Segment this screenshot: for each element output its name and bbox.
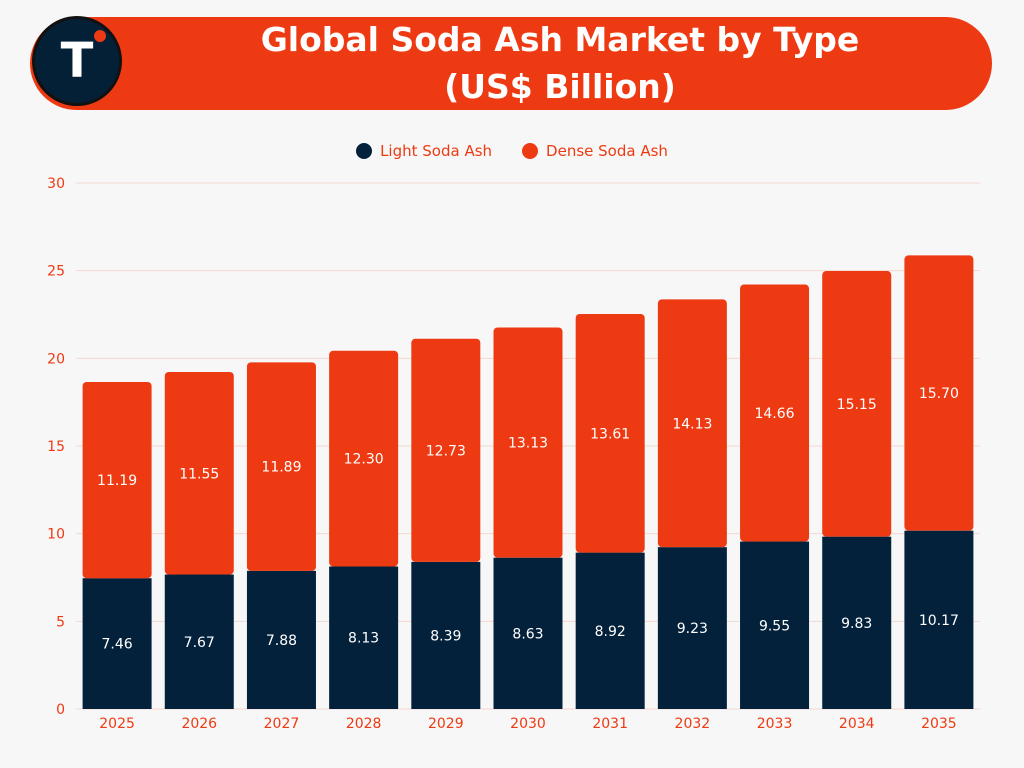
bar-segment-light <box>575 552 645 709</box>
x-tick-label: 2034 <box>839 716 875 732</box>
data-label: 15.70 <box>919 386 959 402</box>
y-tick-label: 30 <box>47 176 65 192</box>
x-tick-label: 2026 <box>181 716 217 732</box>
data-label: 10.17 <box>919 613 959 629</box>
bar-segment-light <box>740 541 810 709</box>
bar-segment-dense <box>740 284 810 542</box>
bar-segment-light <box>82 578 152 709</box>
data-label: 14.13 <box>672 416 712 432</box>
data-label: 14.66 <box>754 406 794 422</box>
bar-segment-light <box>493 557 563 709</box>
logo-letter: T <box>60 33 94 89</box>
data-label: 11.19 <box>97 473 137 489</box>
legend-swatch-dense <box>522 143 539 159</box>
bar-segment-dense <box>493 327 563 558</box>
data-label: 8.13 <box>348 631 379 647</box>
bar-segment-dense <box>82 382 152 579</box>
y-tick-label: 15 <box>47 439 65 455</box>
bar-segment-dense <box>575 313 645 553</box>
x-tick-label: 2025 <box>99 716 135 732</box>
data-label: 7.67 <box>184 635 215 651</box>
data-label: 12.30 <box>344 452 384 468</box>
bar-segment-light <box>904 530 974 709</box>
data-label: 12.73 <box>426 443 466 459</box>
bar-segment-dense <box>329 350 399 567</box>
x-tick-label: 2032 <box>675 716 711 732</box>
legend-item-light: Light Soda Ash <box>356 142 492 160</box>
legend-swatch-light <box>356 143 373 159</box>
data-label: 9.83 <box>841 616 872 632</box>
legend-label-light: Light Soda Ash <box>380 142 493 160</box>
bar-segment-light <box>657 547 727 709</box>
data-label: 9.23 <box>677 621 708 637</box>
bar-segment-dense <box>904 255 974 531</box>
legend-item-dense: Dense Soda Ash <box>522 142 668 160</box>
bar-segment-light <box>411 561 481 709</box>
y-tick-label: 10 <box>47 527 65 543</box>
legend-label-dense: Dense Soda Ash <box>546 142 668 160</box>
title-banner <box>30 17 992 110</box>
chart-title: Global Soda Ash Market by Type <box>260 20 860 59</box>
bar-segment-light <box>329 566 399 709</box>
data-label: 11.89 <box>261 460 301 476</box>
chart-subtitle: (US$ Billion) <box>444 67 676 106</box>
bar-segment-light <box>822 536 892 709</box>
y-tick-label: 20 <box>47 351 65 367</box>
chart-title-block: Global Soda Ash Market by Type (US$ Bill… <box>130 16 990 110</box>
y-tick-label: 0 <box>56 702 65 718</box>
x-tick-label: 2029 <box>428 716 464 732</box>
bar-segment-dense <box>657 299 727 548</box>
y-tick-label: 25 <box>47 264 65 280</box>
y-tick-label: 5 <box>56 614 65 630</box>
data-label: 8.39 <box>430 628 461 644</box>
bar-segment-dense <box>164 372 234 575</box>
bar-segment-dense <box>822 271 892 537</box>
data-label: 8.92 <box>595 624 626 640</box>
x-tick-label: 2031 <box>592 716 628 732</box>
data-label: 13.13 <box>508 436 548 452</box>
data-label: 8.63 <box>512 626 543 642</box>
data-label: 11.55 <box>179 466 219 482</box>
x-tick-label: 2030 <box>510 716 546 732</box>
data-label: 13.61 <box>590 426 630 442</box>
logo-dot <box>94 30 106 42</box>
brand-logo: T <box>32 16 122 106</box>
x-tick-label: 2028 <box>346 716 382 732</box>
data-label: 9.55 <box>759 618 790 634</box>
data-label: 7.88 <box>266 633 297 649</box>
x-tick-label: 2027 <box>264 716 300 732</box>
bar-segment-dense <box>411 338 481 562</box>
data-label: 7.46 <box>102 637 133 653</box>
bar-segment-light <box>246 570 316 709</box>
x-tick-label: 2033 <box>757 716 793 732</box>
data-label: 15.15 <box>837 397 877 413</box>
chart-legend: Light Soda Ash Dense Soda Ash <box>0 142 1024 160</box>
bar-segment-dense <box>246 362 316 571</box>
x-tick-label: 2035 <box>921 716 957 732</box>
bar-segment-light <box>164 574 234 709</box>
